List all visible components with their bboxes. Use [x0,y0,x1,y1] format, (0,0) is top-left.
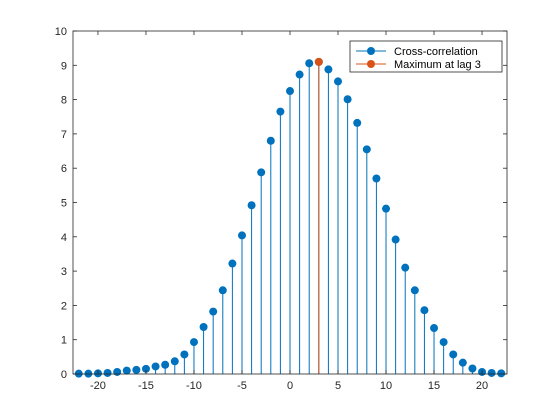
y-tick-label: 3 [61,266,67,278]
x-tick-label: -15 [138,380,154,392]
data-point [189,338,198,347]
y-tick-label: 4 [61,232,67,244]
data-point [439,338,448,347]
data-point [151,362,160,371]
legend-box [349,40,503,73]
data-point [487,368,496,377]
data-point [266,136,275,145]
max-data-point [314,57,323,66]
y-tick-label: 0 [61,369,67,381]
data-point [391,235,400,244]
data-point [343,95,352,104]
data-point [170,357,179,366]
data-point [247,201,256,210]
data-point [468,364,477,373]
legend-item-maximum: Maximum at lag 3 [356,59,481,71]
data-point [228,259,237,268]
legend-label-cross-correlation: Cross-correlation [394,46,478,58]
data-point [362,145,371,154]
data-point [353,118,362,127]
data-point [420,306,429,315]
x-tick-label: 10 [380,380,392,392]
data-point [430,324,439,333]
data-point [209,307,218,316]
data-point [113,367,122,376]
legend-marker-cross-correlation [367,47,375,55]
data-point [458,358,467,367]
data-point [218,286,227,295]
y-tick-label: 7 [61,129,67,141]
y-tick-label: 5 [61,198,67,210]
y-tick-label: 2 [61,300,67,312]
data-point [372,174,381,183]
x-tick-label: -20 [90,380,106,392]
data-point [161,360,170,369]
data-point [295,70,304,79]
data-point [141,364,150,373]
data-point [497,369,506,378]
data-point [257,168,266,177]
data-point [237,231,246,240]
x-tick-label: 5 [335,380,341,392]
data-point [132,365,141,374]
y-tick-label: 10 [55,26,67,38]
data-point [122,366,131,375]
data-point [449,350,458,359]
x-tick-label: 0 [287,380,293,392]
stems [78,61,502,374]
data-point [286,87,294,96]
x-tick-label: 20 [476,380,488,392]
legend-item-cross-correlation: Cross-correlation [356,46,478,58]
x-tick-label: 15 [428,380,440,392]
data-point [401,263,410,272]
data-point [103,368,112,377]
x-tick-label: -10 [186,380,202,392]
data-point [305,59,314,68]
data-point [382,204,391,213]
y-axis: 0 1 2 3 4 5 6 7 8 9 10 [55,26,507,381]
data-point [199,323,208,332]
y-tick-label: 9 [61,60,67,72]
x-tick-label: -5 [237,380,247,392]
data-point [324,65,333,74]
data-point [410,286,419,295]
data-point [180,350,189,359]
y-tick-label: 6 [61,163,67,175]
y-tick-label: 1 [61,335,67,347]
data-point [276,107,285,116]
data-point [334,77,343,86]
legend-label-maximum: Maximum at lag 3 [394,59,481,71]
legend-marker-maximum [367,60,375,68]
legend: Cross-correlation Maximum at lag 3 [349,40,503,73]
x-axis: -20 -15 -10 -5 0 5 10 15 20 [90,31,488,392]
y-tick-label: 8 [61,95,67,107]
